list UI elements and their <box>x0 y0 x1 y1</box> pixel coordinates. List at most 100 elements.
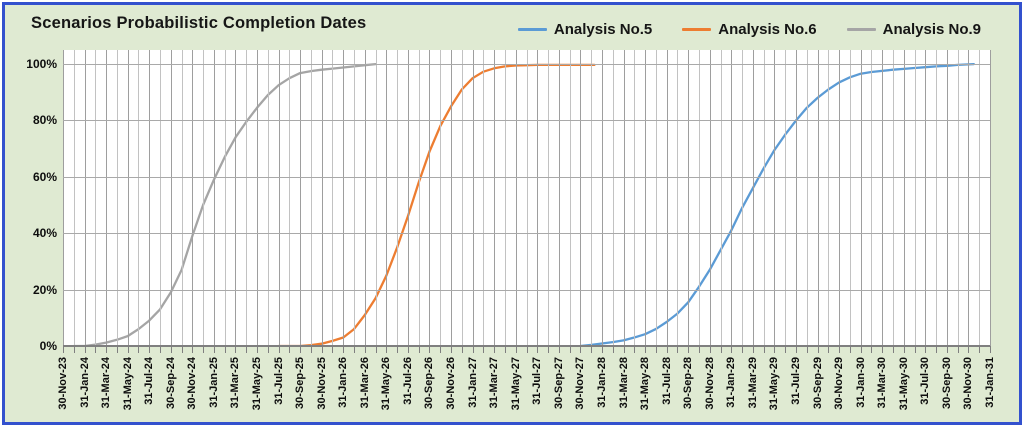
vertical-gridline <box>84 50 86 346</box>
vertical-gridline <box>795 50 797 346</box>
series-line-analysis-no-6 <box>277 63 596 346</box>
horizontal-gridline <box>63 176 990 178</box>
x-axis-tick <box>246 346 248 353</box>
vertical-gridline <box>623 50 625 346</box>
x-axis-tick <box>968 346 970 353</box>
x-axis-tick <box>580 346 582 353</box>
x-axis-tick <box>914 346 916 353</box>
y-axis-label: 100% <box>26 57 57 72</box>
x-axis-tick <box>84 346 86 353</box>
x-axis-tick <box>127 346 129 353</box>
vertical-gridline <box>429 50 431 346</box>
vertical-gridline <box>407 50 409 346</box>
vertical-gridline <box>321 50 323 346</box>
x-axis-label: 31-May-29 <box>768 357 781 411</box>
vertical-gridline <box>203 50 205 346</box>
x-axis-tick <box>224 346 226 353</box>
vertical-gridline <box>504 50 506 346</box>
x-axis-tick <box>860 346 862 353</box>
vertical-gridline <box>149 50 151 346</box>
x-axis-tick <box>548 346 550 353</box>
x-axis-label: 31-Jul-30 <box>919 357 932 405</box>
vertical-gridline <box>903 50 905 346</box>
x-axis-tick <box>321 346 323 353</box>
vertical-gridline <box>526 50 528 346</box>
x-axis-label: 31-Jan-26 <box>337 357 350 408</box>
vertical-gridline <box>698 50 700 346</box>
x-axis-tick <box>763 346 765 353</box>
series-line-analysis-no-5 <box>579 62 975 346</box>
horizontal-gridline <box>63 289 990 291</box>
x-axis-tick <box>591 346 593 353</box>
vertical-gridline <box>537 50 539 346</box>
legend-label: Analysis No.6 <box>718 21 817 38</box>
vertical-gridline <box>569 50 571 346</box>
vertical-gridline <box>95 50 97 346</box>
vertical-gridline <box>806 50 808 346</box>
vertical-gridline <box>235 50 237 346</box>
vertical-gridline <box>968 50 970 346</box>
x-axis-tick <box>612 346 614 353</box>
x-axis-tick <box>73 346 75 353</box>
x-axis-label: 31-Mar-24 <box>100 357 113 409</box>
x-axis-label: 31-Mar-27 <box>488 357 501 409</box>
vertical-gridline <box>160 50 161 346</box>
vertical-gridline <box>289 50 291 346</box>
legend-item-analysis-no9: Analysis No.9 <box>846 21 981 38</box>
x-axis-tick <box>300 346 302 353</box>
x-axis-label: 30-Sep-27 <box>552 357 565 409</box>
vertical-gridline <box>63 50 64 346</box>
x-axis-label: 31-May-24 <box>121 357 134 411</box>
x-axis-label: 31-May-27 <box>509 357 522 411</box>
x-axis-label: 31-May-28 <box>639 357 652 411</box>
vertical-gridline <box>397 50 399 346</box>
x-axis-tick <box>774 346 776 353</box>
vertical-gridline <box>946 50 948 346</box>
x-axis-tick <box>839 346 841 353</box>
x-axis-label: 31-Jan-24 <box>78 357 91 408</box>
x-axis-tick <box>882 346 884 353</box>
vertical-gridline <box>440 50 442 346</box>
x-axis-label: 31-Mar-25 <box>229 357 242 409</box>
x-axis-label: 31-Jan-25 <box>207 357 220 408</box>
x-axis-label: 30-Nov-28 <box>703 357 716 410</box>
x-axis-tick <box>925 346 927 353</box>
vertical-gridline <box>720 50 722 346</box>
vertical-gridline <box>558 50 560 346</box>
x-axis-tick <box>213 346 215 353</box>
x-axis-label: 31-Jan-29 <box>725 357 738 408</box>
x-axis-tick <box>601 346 603 353</box>
x-axis-label: 30-Nov-25 <box>315 357 328 410</box>
legend-label: Analysis No.5 <box>553 21 653 38</box>
vertical-gridline <box>300 50 302 346</box>
vertical-gridline <box>451 50 453 346</box>
vertical-gridline <box>310 50 312 346</box>
vertical-gridline <box>892 50 894 346</box>
x-axis-tick <box>192 346 194 353</box>
x-axis-tick <box>936 346 938 353</box>
x-axis-tick <box>742 346 744 353</box>
x-axis-label: 30-Sep-24 <box>164 357 177 409</box>
vertical-gridline <box>774 50 776 346</box>
vertical-gridline <box>192 50 194 346</box>
vertical-gridline <box>364 50 366 346</box>
vertical-gridline <box>494 50 496 346</box>
x-axis-tick <box>106 346 108 353</box>
x-axis-tick <box>354 346 356 353</box>
x-axis-tick <box>871 346 873 353</box>
vertical-gridline <box>343 50 345 346</box>
horizontal-gridline <box>63 120 990 122</box>
x-axis-tick <box>397 346 399 353</box>
x-axis-tick <box>688 346 690 353</box>
x-axis-label: 30-Nov-23 <box>57 357 69 410</box>
x-axis-line <box>63 345 990 347</box>
vertical-gridline <box>914 50 916 346</box>
y-axis-label: 20% <box>32 282 57 297</box>
x-axis-label: 30-Nov-29 <box>833 357 846 410</box>
legend: Analysis No.5 Analysis No.6 Analysis No.… <box>517 21 981 38</box>
vertical-gridline <box>73 50 75 346</box>
x-axis-tick <box>407 346 409 353</box>
vertical-gridline <box>170 50 172 346</box>
x-axis-tick <box>817 346 819 353</box>
